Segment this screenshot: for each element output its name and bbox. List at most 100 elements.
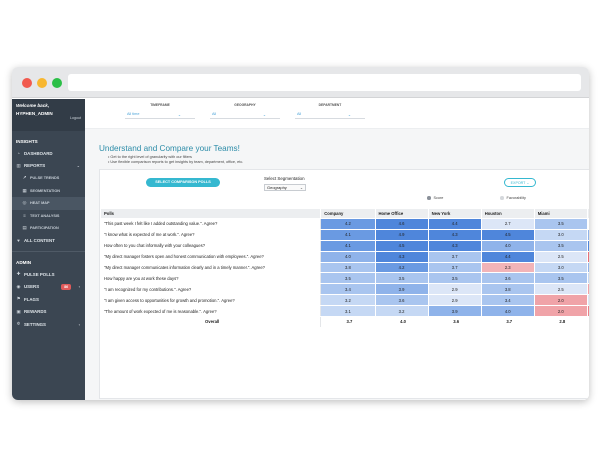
heatmap-cell[interactable]: 2.0 (533, 305, 588, 318)
filter-bar: TIMEFRAME All time ⌄ GEOGRAPHY All ⌄ DEPAR… (85, 99, 589, 129)
sidebar-item-flags[interactable]: ⚑ FLAGS (12, 293, 85, 306)
select-comparison-polls-button[interactable]: SELECT COMPARISON POLLS (146, 178, 220, 187)
column-header[interactable]: Home Office (374, 208, 429, 219)
heatmap-cell[interactable]: 4.2 (374, 261, 429, 274)
heatmap-cell[interactable]: 3.5 (374, 272, 429, 285)
column-header[interactable]: SF (586, 208, 589, 219)
timeframe-filter[interactable]: TIMEFRAME All time ⌄ (125, 103, 195, 119)
poll-question: "I am given access to opportunities for … (99, 294, 322, 307)
export-button[interactable]: EXPORT ⌄ (504, 178, 536, 187)
content-area: Understand and Compare your Teams! • Get… (85, 129, 589, 400)
heatmap-cell[interactable]: 4.1 (320, 239, 376, 252)
heatmap-cell[interactable]: 2.9 (427, 283, 482, 296)
sidebar-item-settings[interactable]: ✲ SETTINGS ‹ (12, 318, 85, 331)
heatmap-cell[interactable]: 4.0 (480, 305, 535, 318)
sidebar-item-segmentation[interactable]: ▦ SEGMENTATION (12, 185, 85, 198)
sidebar-item-rewards[interactable]: ▣ REWARDS (12, 306, 85, 319)
heatmap-cell[interactable]: 2.0 (586, 283, 589, 296)
heatmap-cell[interactable]: 1.5 (586, 305, 589, 318)
geography-filter[interactable]: GEOGRAPHY All ⌄ (210, 103, 280, 119)
table-row: "The amount of work expected of me is re… (99, 305, 589, 318)
heatmap-cell[interactable]: 3.5 (533, 272, 588, 285)
segmentation-select[interactable]: Geography ⌄ (264, 184, 306, 191)
heatmap-cell[interactable]: No Vote (586, 218, 589, 230)
heatmap-cell[interactable]: 2.5 (533, 250, 588, 263)
heatmap-cell[interactable]: 3.7 (427, 250, 482, 263)
heatmap-cell[interactable]: 4.9 (374, 228, 429, 241)
heatmap-cell[interactable]: 4.6 (374, 218, 429, 230)
filter-value[interactable]: All time ⌄ (125, 112, 195, 119)
heatmap-cell[interactable]: 4.3 (427, 239, 482, 252)
heatmap-cell[interactable]: 4.2 (320, 218, 376, 230)
heatmap-cell[interactable]: 3.5 (533, 239, 588, 252)
heatmap-cell[interactable]: 3.9 (427, 305, 482, 318)
heatmap-cell[interactable]: 3.6 (480, 272, 535, 285)
logout-link[interactable]: Logout (70, 116, 81, 120)
heatmap-cell[interactable]: 3.2 (374, 305, 429, 318)
department-filter[interactable]: DEPARTMENT All ⌄ (295, 103, 365, 119)
heatmap-cell[interactable]: 4.3 (427, 228, 482, 241)
filter-value[interactable]: All ⌄ (210, 112, 280, 119)
heatmap-cell[interactable]: 3.1 (320, 305, 376, 318)
heatmap-cell[interactable]: 4.0 (586, 261, 589, 274)
poll-question: "My direct manager communicates informat… (99, 261, 322, 274)
heatmap-cell[interactable]: 5.0 (586, 239, 589, 252)
sidebar-item-label: PARTICIPATION (30, 226, 59, 231)
heatmap-cell[interactable]: 4.0 (320, 250, 376, 263)
heatmap-cell[interactable]: 1.0 (586, 250, 589, 263)
speedometer-icon: ◔ (17, 150, 20, 156)
column-header[interactable]: Company (320, 208, 376, 219)
sidebar-item-reports[interactable]: ▥ REPORTS ⌄ (12, 160, 85, 173)
heatmap-cell[interactable]: 3.0 (586, 272, 589, 285)
heatmap-cell[interactable]: 3.5 (533, 218, 588, 230)
heatmap-cell[interactable]: 4.3 (374, 250, 429, 263)
sidebar-item-participation[interactable]: ▤ PARTICIPATION (12, 222, 85, 235)
heatmap-cell[interactable]: 2.5 (586, 294, 589, 307)
gift-icon: ▣ (16, 308, 21, 314)
heatmap-cell[interactable]: 3.6 (374, 294, 429, 307)
heatmap-cell[interactable]: 2.9 (427, 294, 482, 307)
heatmap-cell[interactable]: 4.1 (320, 228, 376, 241)
heatmap-cell[interactable]: 3.9 (374, 283, 429, 296)
sidebar-item-dashboard[interactable]: ◔ DASHBOARD (12, 147, 85, 160)
heatmap-cell[interactable]: 2.0 (533, 294, 588, 307)
sidebar-item-heat-map[interactable]: ◎ HEAT MAP (12, 197, 85, 210)
close-window-button[interactable] (22, 78, 32, 88)
heatmap-cell[interactable]: 4.5 (480, 228, 535, 241)
heatmap-cell[interactable]: 3.8 (320, 261, 376, 274)
sidebar-item-users[interactable]: ◉ USERS 86 ‹ (12, 281, 85, 294)
heatmap-cell[interactable]: 3.8 (480, 283, 535, 296)
minimize-window-button[interactable] (37, 78, 47, 88)
sidebar-item-all-content[interactable]: ♥ ALL CONTENT (12, 235, 85, 248)
heatmap-cell[interactable]: 2.5 (533, 283, 588, 296)
heatmap-cell[interactable]: 3.5 (320, 272, 376, 285)
heatmap-cell[interactable]: 4.5 (374, 239, 429, 252)
legend-favorability[interactable]: Favorability (500, 196, 526, 200)
legend-score[interactable]: Score (427, 196, 443, 200)
heatmap-cell[interactable]: 3.0 (533, 228, 588, 241)
heatmap-cell[interactable]: 2.3 (480, 261, 535, 274)
filter-value[interactable]: All ⌄ (295, 112, 365, 119)
heatmap-cell[interactable]: 3.4 (320, 283, 376, 296)
sidebar-item-pulse-trends[interactable]: ↗ PULSE TRENDS (12, 172, 85, 185)
column-header[interactable]: Polls (99, 208, 322, 219)
heatmap-cell[interactable]: 2.7 (480, 218, 535, 230)
column-header[interactable]: Miami (533, 208, 588, 219)
heatmap-cell[interactable]: 3.2 (320, 294, 376, 307)
heatmap-cell[interactable]: 4.0 (586, 228, 589, 241)
column-header[interactable]: New York (427, 208, 482, 219)
heatmap-cell[interactable]: 3.5 (427, 272, 482, 285)
sidebar-item-pulse-polls[interactable]: ✚ PULSE POLLS (12, 268, 85, 281)
column-header[interactable]: Houston (480, 208, 535, 219)
heatmap-cell[interactable]: 3.7 (427, 261, 482, 274)
heatmap-cell[interactable]: 3.0 (533, 261, 588, 274)
address-bar[interactable] (68, 74, 581, 91)
heatmap-cell[interactable]: 3.4 (480, 294, 535, 307)
heatmap-cell[interactable]: 4.4 (427, 218, 482, 230)
sidebar-item-text-analysis[interactable]: ≡ TEXT ANALYSIS (12, 210, 85, 223)
poll-question: "I know what is expected of me at work."… (99, 228, 322, 241)
heatmap-cell[interactable]: 4.4 (480, 250, 535, 263)
maximize-window-button[interactable] (52, 78, 62, 88)
heatmap-cell[interactable]: 4.0 (480, 239, 535, 252)
